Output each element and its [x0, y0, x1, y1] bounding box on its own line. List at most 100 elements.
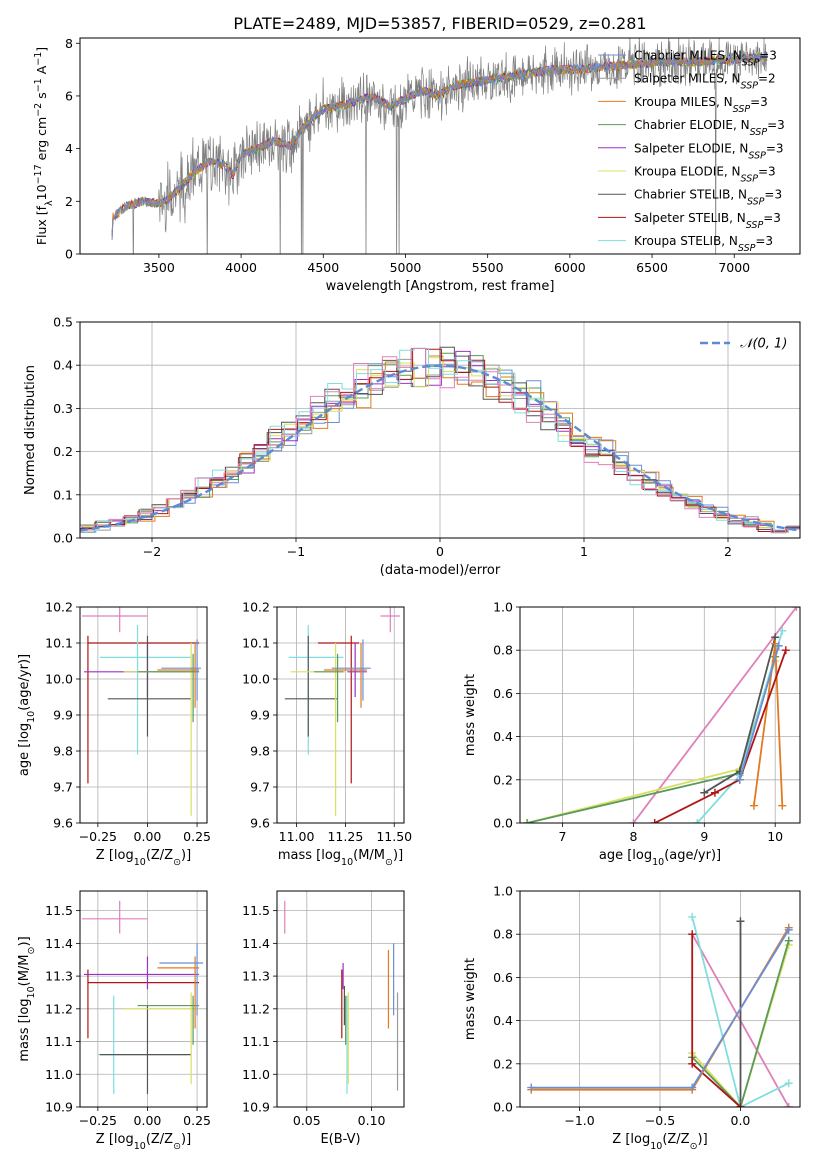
ytick-label: 9.9 [250, 708, 270, 723]
y-axis-label: Normed distribution [23, 365, 38, 495]
legend-entry: Kroupa MILES, NSSP=3 [634, 95, 768, 115]
xtick-label: 10 [767, 829, 783, 844]
ytick-label: 0.5 [53, 315, 73, 330]
ytick-label: 0 [65, 247, 73, 262]
xtick-label: 5000 [390, 260, 422, 275]
plus-marker [688, 912, 697, 921]
ytick-label: 0.8 [493, 927, 513, 942]
error-bars [81, 900, 204, 1094]
histogram-step [80, 347, 800, 534]
legend-entry: Salpeter MILES, NSSP=2 [634, 72, 776, 92]
xtick-label: 9 [700, 829, 708, 844]
legend-entry: 𝒩(0, 1) [740, 337, 787, 352]
ytick-label: 0.1 [53, 487, 73, 502]
xtick-label: 0 [436, 544, 444, 559]
x-axis-label: Z [log10(Z/Z⊙)] [612, 1132, 707, 1152]
error-bars [284, 900, 399, 1094]
legend-entry: Kroupa STELIB, NSSP=3 [634, 234, 773, 254]
ytick-label: 10.1 [45, 636, 73, 651]
normal-curve [80, 364, 800, 532]
axes-frame [79, 890, 208, 1108]
axes-frame [276, 606, 405, 824]
ytick-label: 1.0 [493, 884, 513, 899]
ytick-label: 0.4 [493, 729, 513, 744]
xtick-label: 6000 [554, 260, 586, 275]
plus-marker [523, 819, 532, 823]
plus-marker [736, 1103, 745, 1107]
plus-marker [688, 1083, 697, 1092]
xtick-label: 6500 [636, 260, 668, 275]
axes-age_vs_mass: 11.00 11.25 11.50 9.6 9.7 9.8 9.9 10.0 10.1 10.2 m… [242, 600, 412, 868]
xtick-label: 7000 [718, 260, 750, 275]
axes-residuals: −2 −1 0 1 2 0.0 0.1 0.2 0.3 0.4 0.5 (data-model)/er… [23, 315, 801, 578]
y-axis-label: mass weight [463, 958, 478, 1040]
x-axis-label: Z [log10(Z/Z⊙)] [96, 848, 191, 868]
ytick-label: 11.4 [242, 936, 270, 951]
plus-marker [774, 641, 783, 650]
lines [527, 912, 793, 1107]
legend: 𝒩(0, 1) [700, 337, 787, 352]
ytick-label: 9.7 [250, 780, 270, 795]
plus-marker [784, 936, 793, 945]
xtick-label: −0.25 [79, 829, 117, 844]
axes-mass_weight_vs_Z: −1.0 −0.5 0.0 0.0 0.2 0.4 0.6 0.8 1.0 Z [log10(Z/… [463, 884, 801, 1152]
ytick-label: 11.3 [45, 969, 73, 984]
plus-marker [736, 917, 745, 926]
ytick-label: 0.2 [53, 444, 73, 459]
xtick-label: 8 [629, 829, 637, 844]
histograms [80, 346, 800, 534]
legend: Chabrier MILES, NSSP=3 Salpeter MILES, NS… [598, 49, 785, 254]
plus-marker [527, 1083, 536, 1092]
y-axis-label: mass weight [463, 674, 478, 756]
figure-title: PLATE=2489, MJD=53857, FIBERID=0529, z=0… [233, 14, 646, 33]
y-axis-label: mass [log10(M/M⊙)] [17, 936, 37, 1061]
ytick-label: 2 [65, 194, 73, 209]
xtick-label: 3500 [143, 260, 175, 275]
series-line [738, 645, 780, 781]
ytick-label: 9.8 [250, 744, 270, 759]
xtick-label: 4000 [225, 260, 257, 275]
plus-marker [778, 626, 787, 635]
ytick-label: 10.0 [45, 672, 73, 687]
legend-entry: Salpeter ELODIE, NSSP=3 [634, 141, 784, 161]
ytick-label: 9.7 [53, 780, 73, 795]
ytick-label: 0.8 [493, 643, 513, 658]
xtick-label: 0.00 [134, 1113, 162, 1128]
lines [523, 607, 800, 823]
y-axis-label: Flux [fλ10−17 erg cm−2 s−1 A−1] [33, 47, 55, 245]
model-spectrum [111, 50, 768, 240]
ytick-label: 11.1 [45, 1034, 73, 1049]
axes-frame [519, 890, 801, 1108]
xtick-label: 0.25 [183, 829, 211, 844]
x-axis-label: (data-model)/error [380, 563, 501, 578]
histogram-step [81, 348, 800, 533]
series-line [654, 649, 787, 823]
ytick-label: 4 [65, 141, 73, 156]
xtick-label: −1 [287, 544, 305, 559]
error-bars [81, 607, 202, 816]
legend-entry: Salpeter STELIB, NSSP=3 [634, 211, 781, 231]
xtick-label: 2 [724, 544, 732, 559]
legend-entry: Chabrier STELIB, NSSP=3 [634, 188, 782, 208]
ytick-label: 11.2 [45, 1001, 73, 1016]
plus-marker [778, 801, 787, 810]
ytick-label: 0.0 [53, 531, 73, 546]
ytick-label: 10.2 [242, 600, 270, 615]
plus-marker [735, 775, 744, 784]
ytick-label: 10.0 [242, 672, 270, 687]
ytick-label: 11.3 [242, 969, 270, 984]
xtick-label: −0.5 [645, 1113, 675, 1128]
xtick-label: 0.10 [358, 1113, 386, 1128]
observed-spectrum [111, 38, 768, 254]
error-bars [284, 607, 401, 816]
ytick-label: 9.6 [250, 816, 270, 831]
ytick-label: 11.0 [242, 1067, 270, 1082]
ytick-label: 1.0 [493, 600, 513, 615]
xtick-label: −1.0 [564, 1113, 594, 1128]
series-line [632, 607, 798, 823]
plus-marker [784, 1079, 793, 1088]
axes-frame [276, 890, 405, 1108]
axes-mass_vs_ebv: 0.05 0.10 10.9 11.0 11.1 11.2 11.3 11.4 11.5 E(B-… [242, 890, 405, 1147]
ytick-label: 9.6 [53, 816, 73, 831]
